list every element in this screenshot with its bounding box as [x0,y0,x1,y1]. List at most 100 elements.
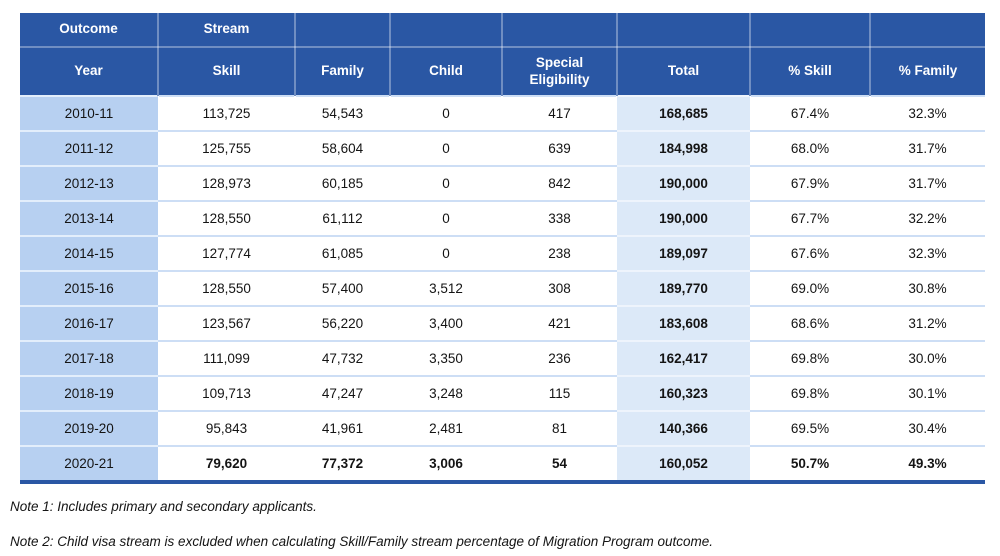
child-cell: 0 [390,95,502,131]
family-cell: 61,112 [295,200,390,236]
skill-cell: 109,713 [158,375,295,411]
table-body: 2010-11 113,725 54,543 0 417 168,685 67.4% 32.3… [20,95,985,482]
table-row: 2015-16 128,550 57,400 3,512 308 189,770 69.0%… [20,270,985,306]
table-row: 2012-13 128,973 60,185 0 842 190,000 67.9% 31.7… [20,165,985,201]
pct-skill-cell: 67.7% [750,200,870,236]
year-cell: 2018-19 [20,375,158,411]
child-cell: 3,512 [390,270,502,306]
year-cell: 2020-21 [20,445,158,482]
table-row: 2010-11 113,725 54,543 0 417 168,685 67.4% 32.3… [20,95,985,131]
pct-skill-cell: 68.0% [750,130,870,166]
skill-cell: 125,755 [158,130,295,166]
header-child: Child [390,47,503,96]
special-eligibility-cell: 238 [502,235,617,271]
table-row: 2011-12 125,755 58,604 0 639 184,998 68.0% 31.7… [20,130,985,166]
special-eligibility-cell: 54 [502,445,617,482]
skill-cell: 123,567 [158,305,295,341]
family-cell: 56,220 [295,305,390,341]
child-cell: 3,400 [390,305,502,341]
pct-family-cell: 30.8% [870,270,985,306]
skill-cell: 128,550 [158,200,295,236]
header-empty-cell [617,13,751,48]
skill-cell: 128,973 [158,165,295,201]
table-row: 2018-19 109,713 47,247 3,248 115 160,323 69.8%… [20,375,985,411]
family-cell: 57,400 [295,270,390,306]
total-cell: 189,097 [617,235,750,271]
pct-skill-cell: 67.9% [750,165,870,201]
family-cell: 41,961 [295,410,390,446]
special-eligibility-cell: 81 [502,410,617,446]
family-cell: 54,543 [295,95,390,131]
pct-family-cell: 32.3% [870,95,985,131]
total-cell: 184,998 [617,130,750,166]
header-total: Total [617,47,751,96]
pct-skill-cell: 69.5% [750,410,870,446]
pct-skill-cell: 69.8% [750,375,870,411]
total-cell: 160,052 [617,445,750,482]
pct-skill-cell: 68.6% [750,305,870,341]
year-cell: 2019-20 [20,410,158,446]
family-cell: 47,732 [295,340,390,376]
pct-family-cell: 30.1% [870,375,985,411]
year-cell: 2010-11 [20,95,158,131]
pct-skill-cell: 67.4% [750,95,870,131]
total-cell: 189,770 [617,270,750,306]
table-row: 2016-17 123,567 56,220 3,400 421 183,608 68.6%… [20,305,985,341]
migration-program-table: Outcome Stream Year Skill Family Child S… [20,13,985,484]
total-cell: 140,366 [617,410,750,446]
pct-family-cell: 30.4% [870,410,985,446]
skill-cell: 128,550 [158,270,295,306]
pct-family-cell: 31.7% [870,165,985,201]
child-cell: 0 [390,130,502,166]
year-cell: 2011-12 [20,130,158,166]
skill-cell: 127,774 [158,235,295,271]
skill-cell: 95,843 [158,410,295,446]
special-eligibility-cell: 308 [502,270,617,306]
pct-skill-cell: 67.6% [750,235,870,271]
table-header: Outcome Stream Year Skill Family Child S… [20,13,985,96]
special-eligibility-cell: 842 [502,165,617,201]
pct-skill-cell: 50.7% [750,445,870,482]
header-empty-cell [295,13,391,48]
table-container: Outcome Stream Year Skill Family Child S… [20,13,985,484]
pct-family-cell: 32.3% [870,235,985,271]
table-row: 2014-15 127,774 61,085 0 238 189,097 67.6% 32.3… [20,235,985,271]
child-cell: 0 [390,165,502,201]
family-cell: 58,604 [295,130,390,166]
header-skill: Skill [158,47,296,96]
special-eligibility-cell: 421 [502,305,617,341]
pct-family-cell: 31.7% [870,130,985,166]
pct-family-cell: 30.0% [870,340,985,376]
total-cell: 190,000 [617,165,750,201]
year-cell: 2013-14 [20,200,158,236]
table-row: 2017-18 111,099 47,732 3,350 236 162,417 69.8%… [20,340,985,376]
pct-skill-cell: 69.0% [750,270,870,306]
header-outcome: Outcome [20,13,159,48]
total-cell: 168,685 [617,95,750,131]
total-cell: 162,417 [617,340,750,376]
header-empty-cell [390,13,503,48]
child-cell: 0 [390,200,502,236]
header-group-row: Outcome Stream [20,13,985,48]
header-pct-skill: % Skill [750,47,871,96]
note-1: Note 1: Includes primary and secondary a… [10,499,317,514]
pct-family-cell: 31.2% [870,305,985,341]
note-2: Note 2: Child visa stream is excluded wh… [10,534,714,550]
child-cell: 2,481 [390,410,502,446]
year-cell: 2016-17 [20,305,158,341]
special-eligibility-cell: 236 [502,340,617,376]
child-cell: 3,248 [390,375,502,411]
header-special-eligibility: Special Eligibility [502,47,618,96]
skill-cell: 79,620 [158,445,295,482]
special-eligibility-cell: 115 [502,375,617,411]
header-pct-family: % Family [870,47,985,96]
year-cell: 2014-15 [20,235,158,271]
skill-cell: 111,099 [158,340,295,376]
skill-cell: 113,725 [158,95,295,131]
total-cell: 160,323 [617,375,750,411]
header-family: Family [295,47,391,96]
table-row: 2013-14 128,550 61,112 0 338 190,000 67.7% 32.2… [20,200,985,236]
family-cell: 47,247 [295,375,390,411]
pct-family-cell: 49.3% [870,445,985,482]
